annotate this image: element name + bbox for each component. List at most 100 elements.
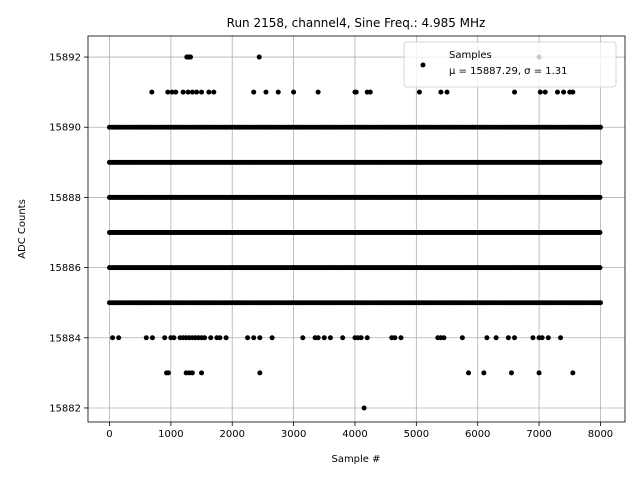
data-point xyxy=(321,335,327,341)
data-point xyxy=(493,335,499,341)
data-point xyxy=(251,335,257,341)
x-axis-label: Sample # xyxy=(331,454,380,465)
x-tick-label: 2000 xyxy=(219,429,244,440)
data-point xyxy=(597,265,603,271)
y-tick-label: 15892 xyxy=(49,53,81,64)
x-tick-label: 5000 xyxy=(404,429,429,440)
data-point xyxy=(300,335,306,341)
data-point xyxy=(536,370,542,376)
y-tick-label: 15886 xyxy=(49,263,81,274)
data-point xyxy=(257,335,263,341)
data-point xyxy=(116,335,122,341)
x-tick-label: 1000 xyxy=(158,429,183,440)
data-points xyxy=(106,54,603,411)
x-axis: 0 1000 2000 3000 4000 5000 6000 7000 8000 xyxy=(106,422,613,440)
x-tick-label: 8000 xyxy=(588,429,613,440)
data-point xyxy=(361,405,367,411)
data-point xyxy=(597,300,603,306)
data-point xyxy=(189,89,195,95)
legend: Samples μ = 15887.29, σ = 1.31 xyxy=(403,41,617,88)
data-point xyxy=(143,335,149,341)
data-point xyxy=(364,335,370,341)
legend-box xyxy=(403,41,617,88)
chart-title: Run 2158, channel4, Sine Freq.: 4.985 MH… xyxy=(227,16,486,30)
data-point xyxy=(180,89,186,95)
y-tick-label: 15888 xyxy=(49,193,81,204)
data-point xyxy=(508,370,514,376)
data-point xyxy=(169,89,175,95)
data-point xyxy=(512,335,518,341)
data-point xyxy=(199,370,205,376)
data-point xyxy=(367,89,373,95)
x-tick-label: 6000 xyxy=(465,429,490,440)
data-point xyxy=(189,370,195,376)
data-point xyxy=(597,194,603,200)
y-tick-label: 15882 xyxy=(49,403,81,414)
plot-frame xyxy=(87,35,626,423)
data-point xyxy=(110,335,116,341)
data-point xyxy=(392,335,398,341)
data-point xyxy=(275,89,281,95)
data-point xyxy=(208,335,214,341)
data-point xyxy=(149,89,155,95)
y-tick-label: 15890 xyxy=(49,123,81,134)
data-point xyxy=(561,89,567,95)
data-point xyxy=(256,54,262,60)
data-point xyxy=(597,124,603,130)
legend-stats: μ = 15887.29, σ = 1.31 xyxy=(449,66,568,77)
data-point xyxy=(269,335,275,341)
x-tick-label: 3000 xyxy=(281,429,306,440)
data-point xyxy=(597,230,603,236)
data-point xyxy=(505,335,511,341)
data-point xyxy=(539,335,545,341)
data-point xyxy=(597,159,603,165)
legend-marker xyxy=(420,62,426,68)
data-point xyxy=(149,335,155,341)
data-point xyxy=(211,89,217,95)
data-point xyxy=(217,335,223,341)
data-point xyxy=(202,335,208,341)
x-tick-label: 7000 xyxy=(526,429,551,440)
data-point xyxy=(257,370,263,376)
data-point xyxy=(530,335,536,341)
data-point xyxy=(570,370,576,376)
data-point xyxy=(441,335,447,341)
data-point xyxy=(165,89,171,95)
data-point xyxy=(223,335,229,341)
data-point xyxy=(327,335,333,341)
data-point xyxy=(187,54,193,60)
data-point xyxy=(263,89,269,95)
data-point xyxy=(199,89,205,95)
x-tick-label: 0 xyxy=(106,429,112,440)
data-point xyxy=(444,89,450,95)
x-tick-label: 4000 xyxy=(342,429,367,440)
data-point xyxy=(554,89,560,95)
data-point xyxy=(173,89,179,95)
data-point xyxy=(570,89,576,95)
y-axis-label: ADC Counts xyxy=(17,199,28,259)
legend-title: Samples xyxy=(449,50,492,61)
data-point xyxy=(542,89,548,95)
data-point xyxy=(185,89,191,95)
data-point xyxy=(251,89,257,95)
y-axis: 15882 15884 15886 15888 15890 15892 xyxy=(49,53,88,414)
data-point xyxy=(545,335,551,341)
y-tick-label: 15884 xyxy=(49,333,81,344)
data-point xyxy=(315,335,321,341)
data-point xyxy=(171,335,177,341)
data-point xyxy=(481,370,487,376)
data-point xyxy=(484,335,490,341)
data-point xyxy=(315,89,321,95)
data-point xyxy=(194,89,200,95)
data-point xyxy=(438,89,444,95)
data-point xyxy=(537,89,543,95)
data-point xyxy=(291,89,297,95)
data-point xyxy=(512,89,518,95)
data-point xyxy=(358,335,364,341)
data-point xyxy=(466,370,471,376)
data-point xyxy=(459,335,465,341)
data-point xyxy=(398,335,404,341)
data-point xyxy=(340,335,346,341)
data-point xyxy=(416,89,422,95)
